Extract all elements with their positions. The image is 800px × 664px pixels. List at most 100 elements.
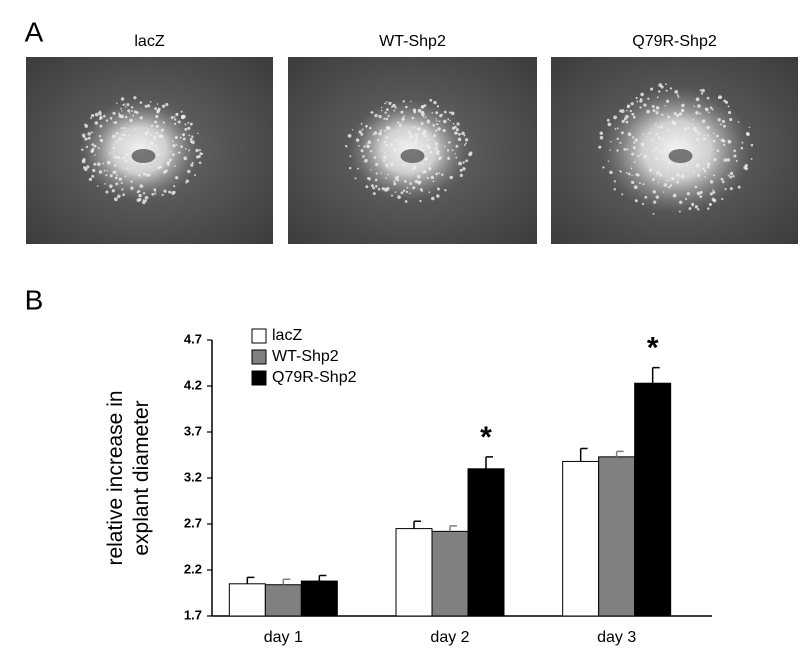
cell	[173, 116, 176, 118]
cell	[737, 185, 741, 189]
cell	[703, 170, 707, 173]
cell	[179, 136, 182, 139]
cell	[96, 162, 101, 167]
cell	[707, 207, 710, 210]
cell	[136, 198, 141, 203]
cell	[413, 139, 418, 144]
cell	[429, 150, 433, 154]
cell	[447, 157, 450, 161]
cell	[112, 146, 116, 150]
cell	[397, 121, 400, 125]
cell	[400, 110, 404, 114]
cell	[139, 184, 144, 189]
cell	[151, 192, 155, 196]
cell	[125, 153, 129, 157]
cell	[704, 107, 707, 110]
legend-label: lacZ	[272, 327, 302, 344]
cell	[456, 122, 460, 126]
cell	[428, 146, 431, 150]
cell	[142, 192, 146, 195]
cell	[172, 144, 176, 148]
cell	[159, 134, 162, 138]
cell	[185, 179, 189, 183]
cell	[187, 149, 190, 152]
chart: 1.7 2.2 2.7 3.2 3.7 4.2 4.7 relative increase i…	[104, 327, 712, 646]
cell	[635, 173, 638, 176]
cell	[375, 162, 379, 167]
cell	[361, 128, 364, 131]
cell	[623, 117, 627, 121]
cell	[199, 152, 203, 156]
cell	[683, 127, 687, 131]
cell	[160, 166, 163, 169]
cell	[372, 186, 375, 190]
cell	[453, 125, 457, 129]
cell	[173, 185, 176, 188]
cell	[695, 163, 700, 168]
cell	[348, 166, 352, 170]
cell	[177, 151, 181, 154]
cell	[386, 126, 391, 130]
cell	[469, 151, 473, 155]
cell	[369, 126, 372, 130]
cell	[421, 104, 425, 109]
cell	[402, 100, 405, 103]
cell	[685, 164, 689, 167]
cell	[635, 96, 638, 100]
cell	[372, 192, 376, 196]
cell	[713, 158, 717, 162]
cell	[711, 108, 714, 111]
cell	[94, 121, 99, 125]
cell	[437, 187, 440, 191]
cell	[685, 130, 687, 132]
cell	[187, 126, 191, 130]
cell	[423, 104, 426, 106]
cell	[91, 174, 95, 178]
cell	[697, 134, 700, 136]
cell	[130, 109, 133, 112]
cell	[639, 106, 642, 109]
cell	[102, 162, 105, 165]
cell	[741, 141, 744, 144]
cell	[657, 181, 660, 184]
cell	[669, 184, 673, 187]
cell	[384, 102, 387, 105]
cell	[634, 199, 638, 203]
cell	[598, 145, 602, 149]
cell	[94, 112, 99, 117]
cell	[680, 108, 685, 113]
image-label: Q79R-Shp2	[632, 33, 717, 50]
cell	[116, 155, 121, 160]
cell	[669, 179, 671, 182]
cell	[732, 175, 735, 178]
cell	[156, 153, 160, 156]
cell	[172, 140, 174, 142]
cell	[745, 132, 750, 136]
cell	[122, 133, 125, 137]
cell	[661, 137, 665, 141]
cell	[436, 194, 440, 198]
cell	[712, 174, 716, 177]
cell	[394, 176, 399, 181]
cell	[187, 169, 191, 174]
cell	[103, 169, 106, 172]
cell	[650, 87, 654, 91]
cell	[161, 104, 166, 108]
cell	[626, 109, 628, 112]
cell	[130, 186, 134, 190]
cell	[120, 181, 123, 185]
cell	[709, 192, 713, 196]
cell	[369, 149, 373, 153]
cell	[362, 155, 365, 158]
error-bar	[413, 520, 421, 529]
legend-label: WT-Shp2	[272, 348, 339, 365]
cell	[144, 131, 149, 136]
cell	[677, 130, 680, 133]
cell	[393, 109, 396, 112]
cell	[175, 144, 178, 146]
cell	[430, 175, 434, 180]
bar	[467, 468, 505, 617]
cell	[157, 135, 160, 138]
cell	[180, 145, 183, 148]
cell	[161, 153, 163, 156]
